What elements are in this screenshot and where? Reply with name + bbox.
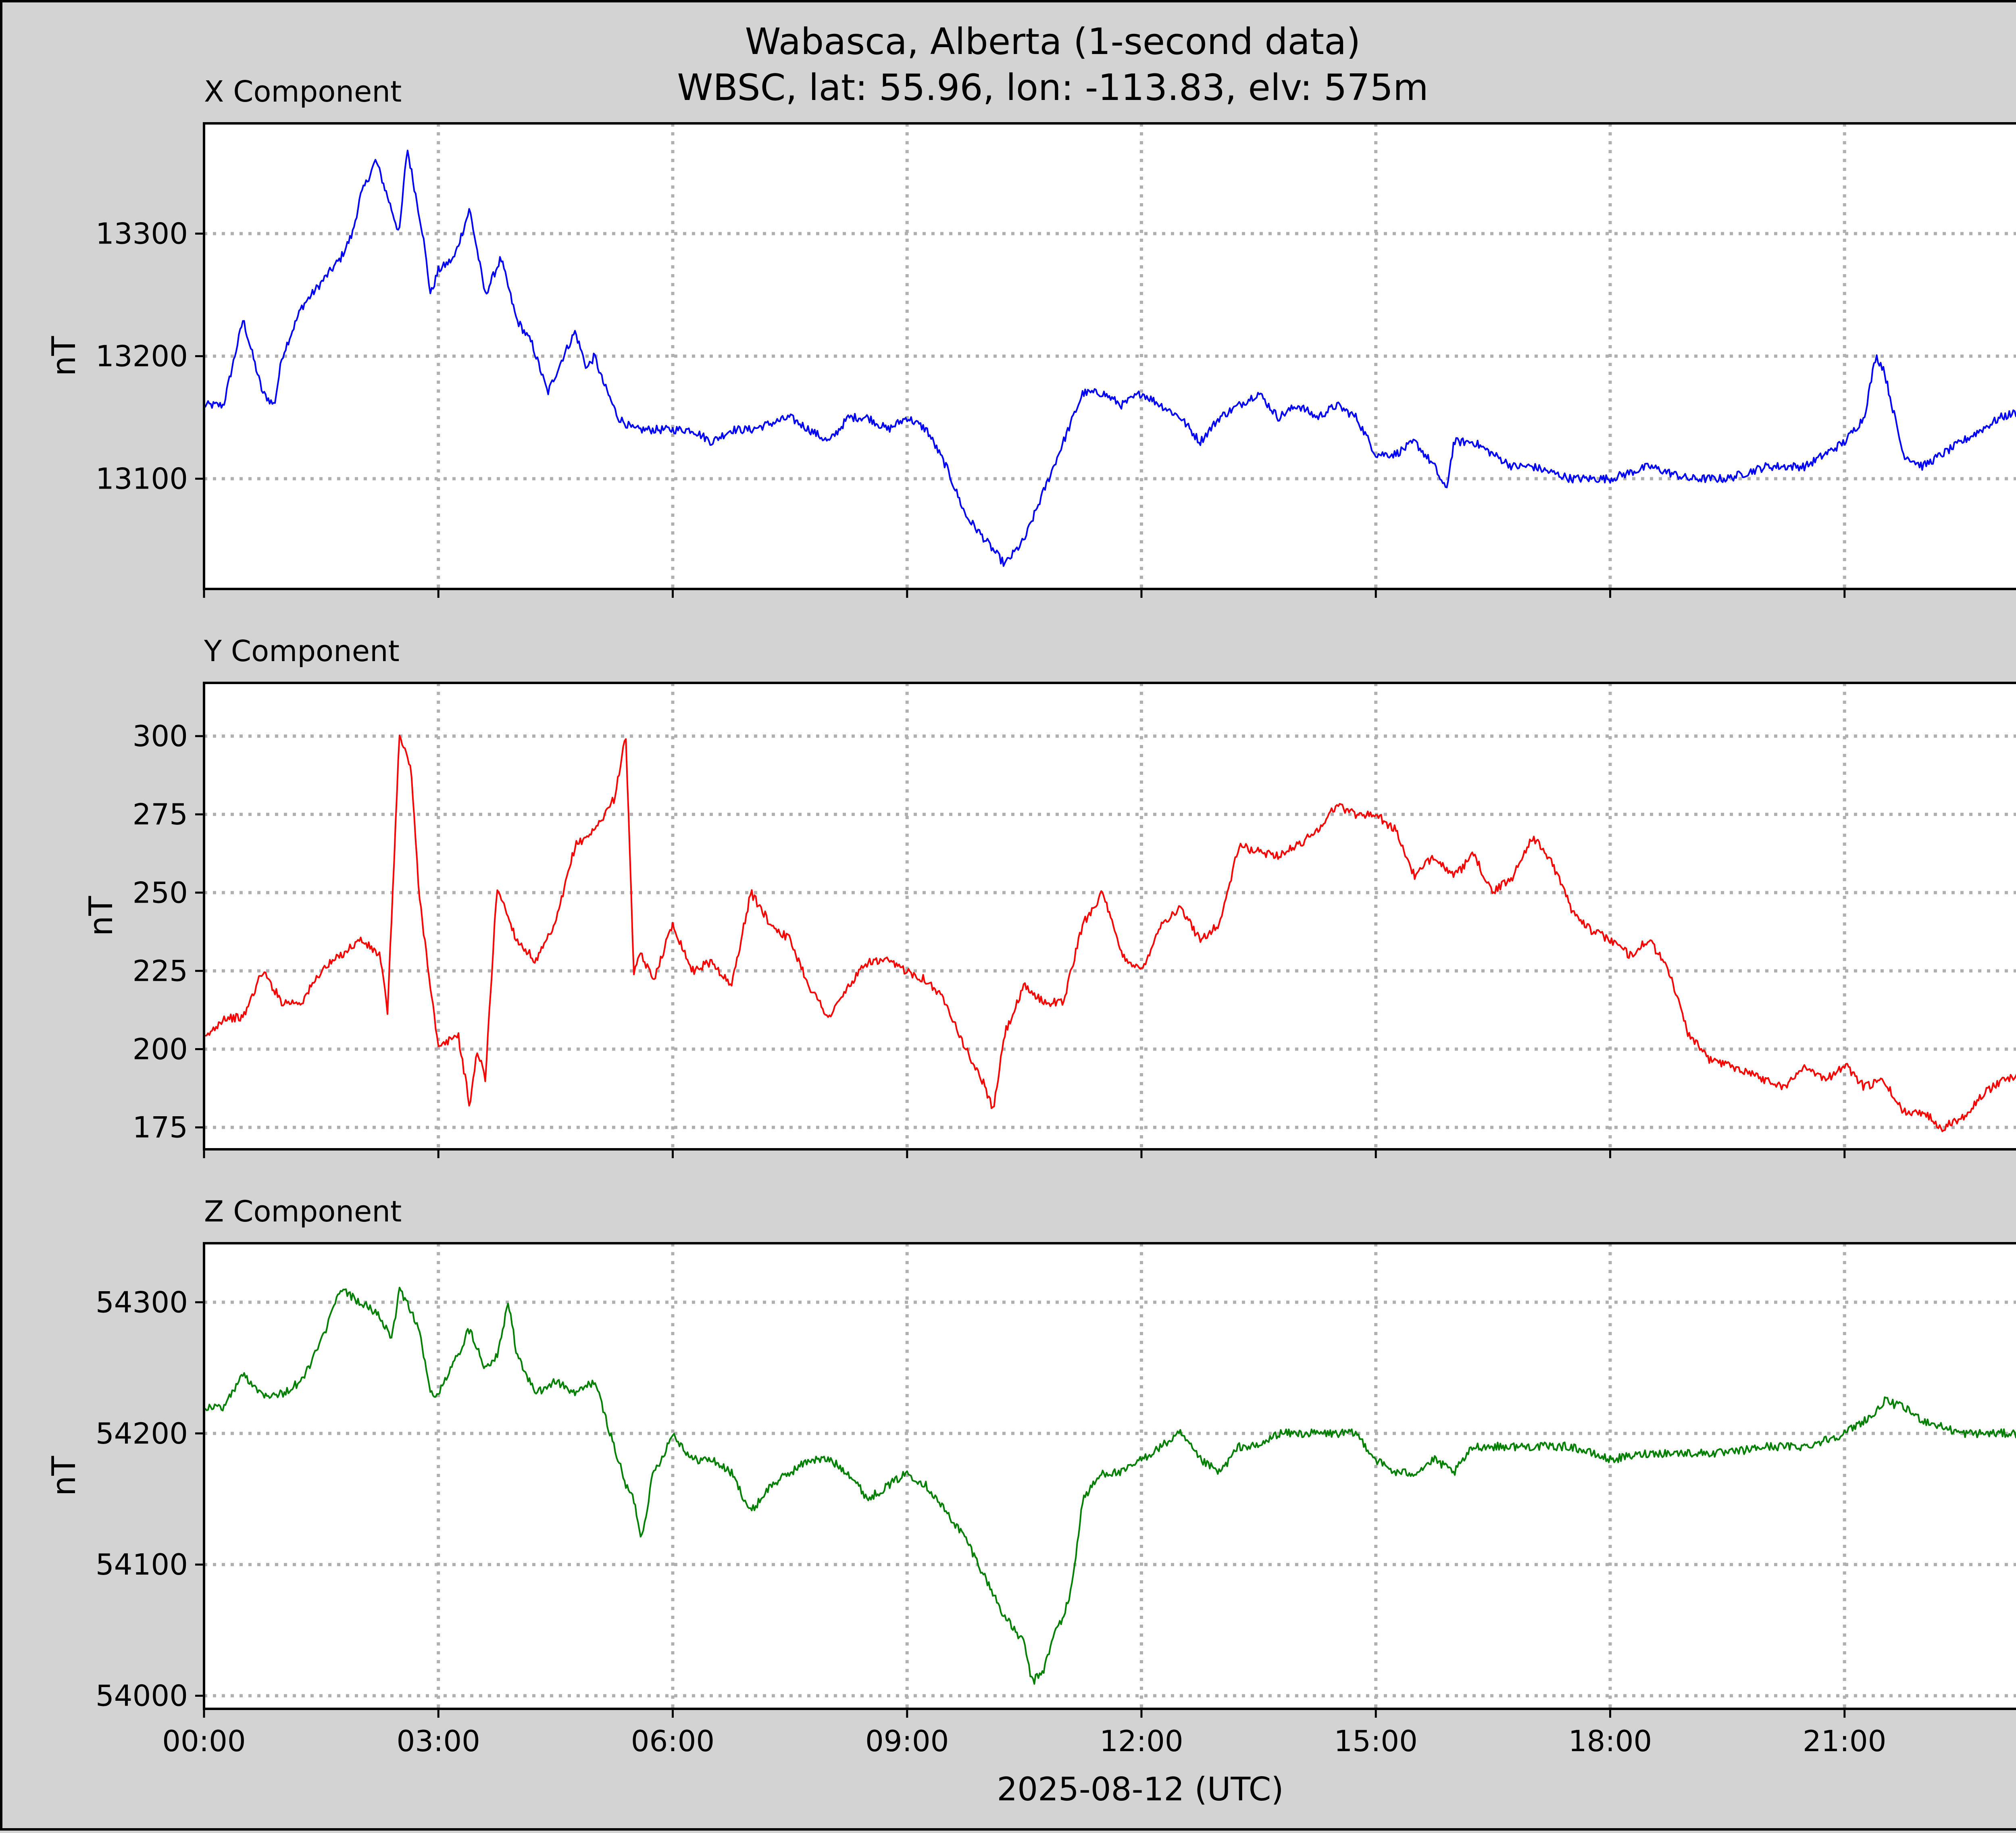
chart-subtitle: WBSC, lat: 55.96, lon: -113.83, elv: 575… — [677, 67, 1428, 109]
y-tick-label: 200 — [133, 1032, 188, 1066]
x-axis-label: 2025-08-12 (UTC) — [997, 1771, 1283, 1808]
y-tick-label: 13100 — [96, 462, 188, 495]
plot-frame — [203, 682, 2016, 1151]
x-tick-label: 06:00 — [631, 1724, 715, 1758]
series-line — [203, 1287, 2016, 1685]
panel-2: Y Component 175 200 225 250 275 300 nT — [82, 634, 2016, 1158]
panel-title: Z Component — [204, 1194, 402, 1228]
x-tick-label: 15:00 — [1334, 1724, 1418, 1758]
plot-area — [204, 1243, 2016, 1709]
panels-group: X Component 13100 13200 13300 nT Y Component 1… — [45, 75, 2016, 1758]
y-tick-label: 13300 — [96, 217, 188, 251]
x-tick-label: 00:00 — [162, 1724, 246, 1758]
y-tick-label: 13200 — [96, 339, 188, 373]
series-line — [203, 150, 2016, 567]
y-tick-label: 225 — [133, 954, 188, 988]
y-tick-label: 300 — [133, 719, 188, 753]
chart-title: Wabasca, Alberta (1-second data) — [745, 21, 1361, 63]
plot-frame — [203, 1242, 2016, 1710]
panel-3: Z Component 54000 54100 54200 54300 nT 00:00 03… — [45, 1194, 2016, 1758]
y-tick-label: 250 — [133, 876, 188, 909]
y-tick-label: 175 — [133, 1111, 188, 1144]
y-tick-label: 54300 — [96, 1285, 188, 1319]
x-tick-label: 12:00 — [1100, 1724, 1183, 1758]
y-axis-label: nT — [82, 896, 120, 936]
plot-frame — [203, 122, 2016, 590]
x-tick-label: 18:00 — [1568, 1724, 1652, 1758]
panel-title: X Component — [204, 75, 402, 108]
panel-1: X Component 13100 13200 13300 nT — [45, 75, 2016, 598]
y-tick-label: 54100 — [96, 1548, 188, 1581]
y-tick-label: 54200 — [96, 1417, 188, 1450]
y-tick-label: 54000 — [96, 1679, 188, 1712]
series-line — [204, 734, 2016, 1132]
x-tick-label: 03:00 — [397, 1724, 481, 1758]
y-axis-label: nT — [45, 336, 83, 377]
x-tick-label: 21:00 — [1803, 1724, 1887, 1758]
x-tick-label: 09:00 — [865, 1724, 949, 1758]
y-axis-label: nT — [45, 1456, 83, 1496]
y-tick-label: 275 — [133, 797, 188, 831]
panel-title: Y Component — [204, 634, 400, 668]
